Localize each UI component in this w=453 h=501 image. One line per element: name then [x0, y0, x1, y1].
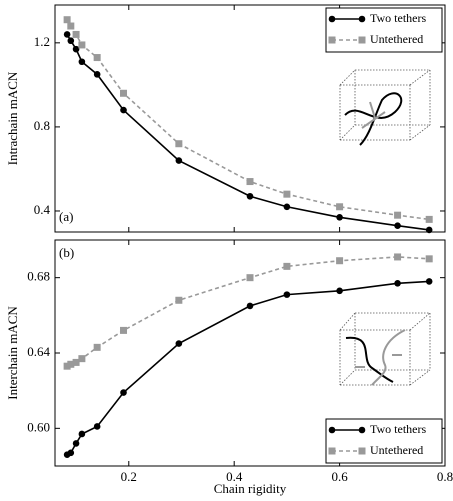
marker: [72, 30, 80, 38]
legend-marker: [358, 15, 366, 23]
legend-label: Untethered: [370, 443, 423, 457]
x-tick-label: 0.6: [331, 469, 348, 484]
marker: [67, 37, 75, 45]
marker: [67, 449, 75, 457]
y-tick-label: 0.60: [27, 419, 50, 434]
marker: [246, 302, 254, 310]
legend-label: Two tethers: [370, 11, 426, 25]
legend-box: [325, 7, 443, 53]
marker: [63, 31, 71, 38]
marker: [246, 192, 254, 200]
marker: [425, 278, 433, 285]
legend-marker: [328, 15, 336, 23]
marker: [67, 22, 75, 30]
marker: [394, 253, 402, 261]
marker: [175, 140, 183, 148]
marker: [67, 360, 75, 368]
marker: [394, 280, 401, 287]
marker: [78, 430, 86, 438]
marker: [336, 213, 343, 221]
marker: [246, 274, 254, 282]
marker: [175, 296, 183, 304]
y-tick-label: 1.2: [34, 34, 50, 49]
legend-box: [325, 418, 443, 464]
marker: [283, 190, 291, 198]
marker: [175, 340, 183, 347]
marker: [93, 423, 101, 430]
marker: [336, 257, 344, 265]
panel-label: (b): [59, 245, 74, 260]
marker: [425, 226, 433, 234]
marker: [120, 326, 128, 334]
series-line: [66, 256, 430, 367]
marker: [246, 178, 254, 186]
plot-frame: [54, 4, 446, 233]
marker: [425, 215, 433, 223]
x-tick-label: 0.2: [121, 469, 137, 484]
legend-marker: [358, 447, 366, 455]
marker: [78, 58, 86, 66]
y-tick-label: 0.8: [34, 118, 50, 133]
inset-icon: [339, 69, 431, 146]
marker: [425, 255, 433, 263]
legend-marker: [358, 36, 366, 44]
marker: [175, 157, 183, 164]
inset-icon: [339, 312, 431, 386]
marker: [72, 45, 80, 53]
y-tick-label: 0.68: [27, 269, 50, 284]
marker: [283, 262, 291, 270]
x-tick-label: 0.8: [437, 469, 453, 484]
marker: [93, 71, 101, 78]
series-line: [66, 34, 430, 231]
legend-label: Untethered: [370, 32, 423, 46]
y-tick-label: 0.4: [34, 202, 51, 217]
marker: [78, 355, 86, 363]
marker: [120, 389, 127, 396]
marker: [93, 343, 101, 351]
legend-label: Two tethers: [370, 422, 426, 436]
marker: [72, 440, 80, 447]
x-axis-label: Chain rigidity: [214, 481, 287, 496]
y-axis-label: Interchain mACN: [5, 306, 20, 400]
legend-marker: [328, 426, 336, 434]
marker: [283, 203, 291, 211]
panel-label: (a): [59, 209, 73, 224]
marker: [63, 362, 71, 370]
marker: [63, 16, 71, 24]
legend-marker: [358, 426, 366, 434]
y-tick-label: 0.64: [27, 344, 50, 359]
marker: [93, 54, 101, 62]
x-tick-label: 0.4: [226, 469, 243, 484]
marker: [336, 203, 344, 211]
marker: [120, 89, 128, 97]
marker: [394, 222, 401, 229]
y-axis-label: Intrachain mACN: [5, 71, 20, 165]
marker: [336, 287, 343, 295]
legend-marker: [328, 36, 336, 44]
marker: [394, 211, 402, 219]
marker: [120, 106, 127, 114]
marker: [72, 358, 80, 366]
marker: [283, 291, 291, 298]
legend-marker: [328, 447, 336, 455]
marker: [78, 41, 86, 49]
